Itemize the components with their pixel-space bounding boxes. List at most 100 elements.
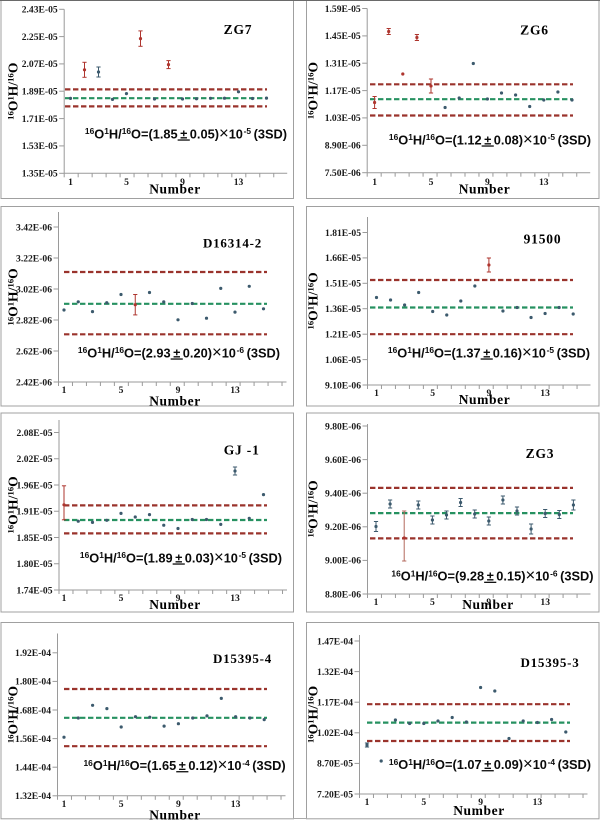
svg-text:2.07E-05: 2.07E-05 [22,59,58,70]
svg-text:2.42E-06: 2.42E-06 [16,377,52,388]
svg-text:1: 1 [62,799,67,810]
svg-text:1.31E-05: 1.31E-05 [325,59,361,70]
svg-text:D15395-3: D15395-3 [520,655,579,670]
svg-text:ZG6: ZG6 [520,23,549,38]
svg-text:1.02E-04: 1.02E-04 [317,728,353,739]
svg-text:1.45E-05: 1.45E-05 [325,31,361,42]
svg-text:1.17E-04: 1.17E-04 [317,698,353,709]
svg-text:1.21E-05: 1.21E-05 [325,330,361,341]
svg-text:1.89E-05: 1.89E-05 [22,87,58,98]
svg-text:D16314-2: D16314-2 [203,235,262,250]
svg-text:16O1H/16O=(2.93 ± 0.20)×10 -6: 16O1H/16O=(2.93 ± 0.20)×10 -6 (3SD) [78,342,280,361]
svg-text:13: 13 [230,385,240,396]
svg-text:1: 1 [68,177,73,188]
svg-text:9: 9 [487,388,492,399]
svg-text:2.82E-06: 2.82E-06 [16,315,52,326]
svg-text:2.08E-05: 2.08E-05 [17,428,53,439]
svg-text:9: 9 [176,799,181,810]
svg-text:2.02E-05: 2.02E-05 [17,454,53,465]
svg-text:9: 9 [486,597,491,608]
svg-text:2.25E-05: 2.25E-05 [22,32,58,43]
svg-text:9.80E-06: 9.80E-06 [325,421,361,432]
svg-text:13: 13 [540,388,550,399]
svg-text:ZG7: ZG7 [224,22,253,37]
svg-text:1.81E-05: 1.81E-05 [325,228,361,239]
svg-text:8.70E-05: 8.70E-05 [317,759,353,770]
svg-text:1.32E-04: 1.32E-04 [15,791,51,802]
svg-text:13: 13 [231,799,241,810]
svg-text:1.56E-04: 1.56E-04 [15,734,51,745]
svg-text:9.10E-06: 9.10E-06 [325,380,361,391]
svg-text:3.02E-06: 3.02E-06 [16,284,52,295]
svg-text:13: 13 [540,597,550,608]
svg-text:ZG3: ZG3 [526,446,555,461]
svg-text:16O1H/16O=(1.65 ± 0.12)×10 -4: 16O1H/16O=(1.65 ± 0.12)×10 -4 (3SD) [84,755,286,774]
svg-text:16O1H/16O: 16O1H/16O [6,686,21,743]
svg-text:16O1H/16O=(1.37 ± 0.16)×10 -5: 16O1H/16O=(1.37 ± 0.16)×10 -5 (3SD) [388,342,590,361]
svg-text:2.62E-06: 2.62E-06 [16,346,52,357]
svg-text:16O1H/16O=(1.07 ± 0.09)×10 -4: 16O1H/16O=(1.07 ± 0.09)×10 -4 (3SD) [389,754,591,773]
svg-text:5: 5 [119,799,124,810]
svg-text:5: 5 [124,177,129,188]
svg-text:8.90E-06: 8.90E-06 [325,141,361,152]
svg-text:16O1H/16O=(1.12 ± 0.08)×10 -5: 16O1H/16O=(1.12 ± 0.08)×10 -5 (3SD) [389,129,591,148]
svg-text:1.91E-05: 1.91E-05 [17,507,53,518]
svg-text:5: 5 [429,177,434,188]
svg-text:7.20E-05: 7.20E-05 [317,789,353,800]
svg-text:16O1H/16O: 16O1H/16O [6,63,21,120]
svg-text:1.80E-04: 1.80E-04 [15,677,51,688]
svg-text:9.00E-06: 9.00E-06 [325,556,361,567]
svg-text:8.80E-06: 8.80E-06 [325,589,361,600]
svg-text:16O1H/16O=(9.28 ± 0.15)×10 -6: 16O1H/16O=(9.28 ± 0.15)×10 -6 (3SD) [391,566,593,585]
svg-text:3.22E-06: 3.22E-06 [16,253,52,264]
svg-text:Number: Number [149,807,201,821]
svg-text:16O1H/16O: 16O1H/16O [306,686,321,743]
svg-text:GJ -1: GJ -1 [224,443,260,458]
svg-text:5: 5 [119,593,124,604]
svg-text:16O1H/16O: 16O1H/16O [6,476,21,533]
svg-text:1.51E-05: 1.51E-05 [325,279,361,290]
svg-text:1.92E-04: 1.92E-04 [15,648,51,659]
svg-text:1.59E-05: 1.59E-05 [325,4,361,15]
svg-text:Number: Number [462,597,514,612]
svg-text:1.68E-04: 1.68E-04 [15,705,51,716]
svg-text:1.85E-05: 1.85E-05 [17,533,53,544]
svg-text:1: 1 [374,597,379,608]
svg-text:16O1H/16O: 16O1H/16O [306,62,321,119]
svg-text:5: 5 [119,385,124,396]
svg-text:1: 1 [374,388,379,399]
svg-text:Number: Number [459,392,511,407]
svg-text:9: 9 [180,177,185,188]
svg-text:2.43E-05: 2.43E-05 [22,5,58,16]
svg-text:5: 5 [430,388,435,399]
svg-text:Number: Number [149,394,201,409]
svg-text:1.32E-04: 1.32E-04 [317,667,353,678]
svg-text:1: 1 [62,385,67,396]
svg-text:9.60E-06: 9.60E-06 [325,455,361,466]
svg-text:1: 1 [62,593,67,604]
svg-text:13: 13 [234,177,244,188]
svg-text:9.40E-06: 9.40E-06 [325,489,361,500]
svg-text:1.80E-05: 1.80E-05 [17,559,53,570]
svg-text:9: 9 [176,385,181,396]
svg-text:5: 5 [421,797,426,808]
svg-text:9: 9 [176,593,181,604]
svg-text:1.03E-05: 1.03E-05 [325,113,361,124]
svg-text:1.06E-05: 1.06E-05 [325,355,361,366]
svg-text:1.47E-04: 1.47E-04 [317,636,353,647]
svg-text:Number: Number [453,803,505,818]
svg-text:9: 9 [485,177,490,188]
svg-text:16O1H/16O=(1.85 ± 0.05)×10 -5: 16O1H/16O=(1.85 ± 0.05)×10 -5 (3SD) [85,123,287,142]
svg-text:16O1H/16O=(1.89 ± 0.03)×10 -5: 16O1H/16O=(1.89 ± 0.03)×10 -5 (3SD) [80,547,282,566]
svg-text:16O1H/16O: 16O1H/16O [6,268,21,325]
svg-text:9: 9 [478,797,483,808]
svg-text:Number: Number [149,182,201,197]
svg-text:7.50E-06: 7.50E-06 [325,168,361,179]
svg-text:1.74E-05: 1.74E-05 [17,585,53,596]
svg-text:16O1H/16O: 16O1H/16O [306,272,321,329]
svg-text:1.96E-05: 1.96E-05 [17,480,53,491]
svg-text:16O1H/16O: 16O1H/16O [306,480,321,537]
svg-text:1: 1 [365,797,370,808]
svg-text:Number: Number [149,597,201,612]
svg-text:1.71E-05: 1.71E-05 [22,114,58,125]
